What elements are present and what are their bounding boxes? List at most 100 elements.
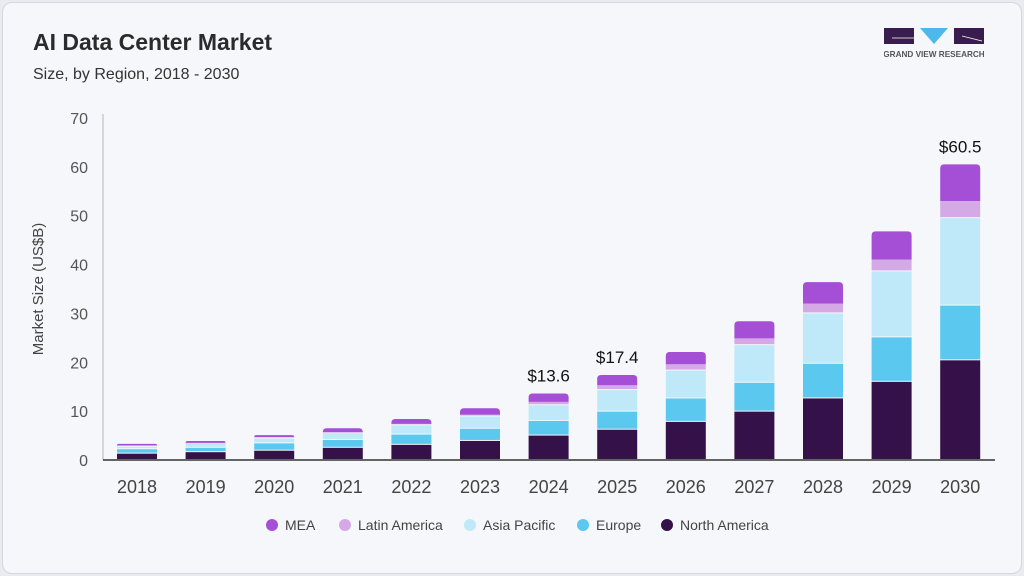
legend-label: MEA: [285, 517, 316, 533]
y-tick-label: 50: [70, 209, 88, 226]
bar-segment-north-america: [597, 429, 638, 459]
bar-segment-north-america: [940, 360, 981, 459]
bar-segment-mea: [803, 282, 843, 304]
bar-segment-asia-pacific: [528, 405, 569, 420]
bar-segment-asia-pacific: [871, 271, 912, 337]
bar-segment-mea: [871, 231, 912, 260]
bar-segment-asia-pacific: [254, 438, 295, 443]
bar-segment-asia-pacific: [665, 370, 706, 398]
total-data-label: $17.4: [596, 348, 639, 367]
bar-segment-north-america: [391, 444, 432, 459]
y-tick-label: 60: [70, 160, 88, 177]
bar-segment-europe: [665, 398, 706, 421]
bar-segment-latin-america: [391, 423, 432, 425]
chart-title: AI Data Center Market: [33, 29, 273, 55]
bar-segment-asia-pacific: [734, 345, 775, 382]
legend-marker: [266, 519, 278, 531]
bar-segment-europe: [940, 305, 981, 360]
x-tick-label: 2022: [391, 477, 431, 497]
bar-segment-europe: [254, 443, 295, 450]
bar-segment-north-america: [803, 398, 843, 459]
bar-segment-europe: [460, 428, 500, 440]
bar-segment-latin-america: [185, 442, 226, 444]
x-tick-label: 2030: [940, 477, 980, 497]
bar-segment-north-america: [460, 440, 500, 459]
y-tick-label: 40: [70, 258, 88, 275]
bar-segment-europe: [117, 449, 157, 453]
y-tick-label: 70: [70, 111, 88, 128]
bar-segment-mea: [940, 164, 981, 202]
x-tick-label: 2027: [734, 477, 774, 497]
bar-segment-latin-america: [322, 432, 363, 433]
bar-segment-north-america: [665, 421, 706, 459]
bar-segment-latin-america: [117, 445, 157, 446]
bar-segment-latin-america: [460, 414, 500, 416]
bar-segment-europe: [322, 439, 363, 447]
bar-segment-north-america: [185, 452, 226, 459]
legend-marker: [661, 519, 673, 531]
bar-segment-mea: [734, 321, 775, 339]
bar-segment-asia-pacific: [460, 416, 500, 428]
legend-marker: [464, 519, 476, 531]
x-tick-label: 2028: [803, 477, 843, 497]
grand-view-research-logo: GRAND VIEW RESEARCH: [884, 28, 984, 59]
bar-segment-mea: [391, 418, 432, 424]
chart-subtitle: Size, by Region, 2018 - 2030: [33, 66, 240, 83]
bar-segment-asia-pacific: [803, 313, 843, 363]
bar-segment-north-america: [322, 447, 363, 459]
bar-segment-latin-america: [597, 385, 638, 390]
bar-segment-asia-pacific: [940, 218, 981, 305]
bar-segment-mea: [528, 393, 569, 402]
y-tick-label: 10: [70, 404, 88, 421]
bar-segment-mea: [597, 374, 638, 386]
bar-segment-europe: [528, 420, 569, 435]
bar-segment-latin-america: [734, 338, 775, 345]
bar-segment-latin-america: [940, 201, 981, 218]
bar-segment-north-america: [734, 411, 775, 459]
bar-segment-europe: [871, 337, 912, 381]
legend-marker: [339, 519, 351, 531]
bar-segment-europe: [734, 382, 775, 411]
total-data-label: $60.5: [939, 137, 982, 156]
bar-segment-latin-america: [871, 259, 912, 271]
x-tick-label: 2025: [597, 477, 637, 497]
y-tick-label: 0: [79, 453, 88, 470]
bar-segment-mea: [322, 428, 363, 433]
bar-segment-asia-pacific: [185, 443, 226, 447]
y-tick-label: 20: [70, 355, 88, 372]
bar-segment-mea: [185, 440, 226, 443]
y-axis-title: Market Size (US$B): [30, 223, 47, 356]
bar-segment-asia-pacific: [322, 433, 363, 439]
legend-label: Latin America: [358, 517, 443, 533]
bar-segment-north-america: [117, 453, 157, 459]
x-tick-label: 2019: [186, 477, 226, 497]
x-tick-label: 2018: [117, 477, 157, 497]
bar-segment-asia-pacific: [391, 425, 432, 434]
bar-segment-latin-america: [803, 303, 843, 313]
bar-segment-north-america: [254, 450, 295, 459]
legend-label: Europe: [596, 517, 641, 533]
bar-segment-latin-america: [254, 437, 295, 438]
x-tick-label: 2026: [666, 477, 706, 497]
total-data-label: $13.6: [527, 367, 570, 386]
x-tick-label: 2023: [460, 477, 500, 497]
x-tick-label: 2020: [254, 477, 294, 497]
bar-segment-asia-pacific: [117, 446, 157, 449]
x-tick-label: 2021: [323, 477, 363, 497]
bar-segment-europe: [391, 434, 432, 444]
bar-segment-north-america: [528, 435, 569, 459]
y-tick-label: 30: [70, 306, 88, 323]
bar-segment-mea: [254, 435, 295, 438]
bar-segment-mea: [460, 408, 500, 415]
bar-segment-asia-pacific: [597, 390, 638, 411]
bar-segment-latin-america: [528, 401, 569, 405]
bar-segment-europe: [185, 447, 226, 452]
bar-segment-latin-america: [665, 364, 706, 370]
x-tick-label: 2024: [529, 477, 569, 497]
bar-segment-north-america: [871, 381, 912, 459]
bar-segment-mea: [117, 443, 157, 446]
legend-label: Asia Pacific: [483, 517, 555, 533]
legend-marker: [577, 519, 589, 531]
